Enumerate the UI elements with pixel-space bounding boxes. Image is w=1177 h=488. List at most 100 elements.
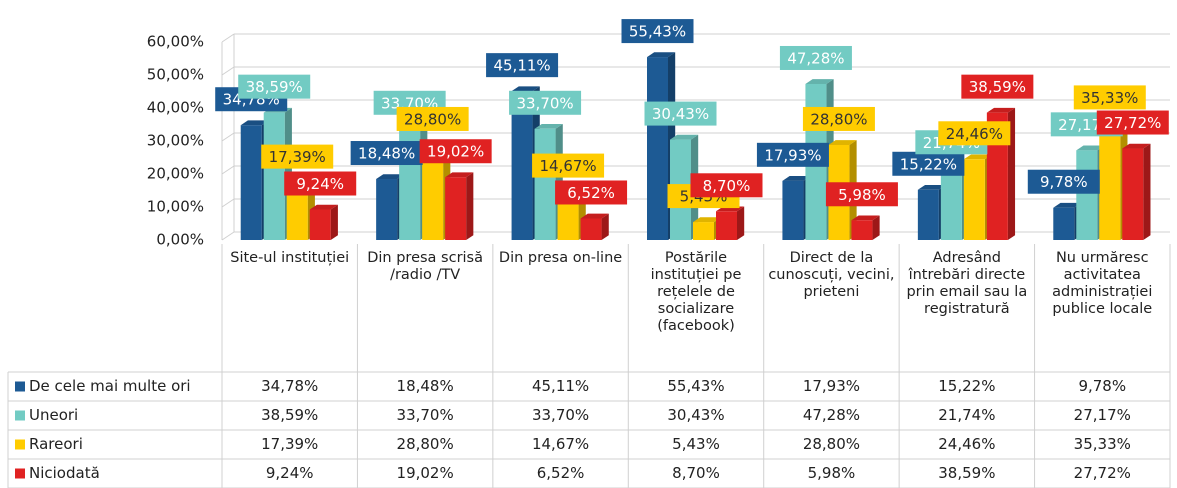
grid-line-side	[221, 33, 235, 43]
y-tick-label: 30,00%	[147, 132, 204, 150]
y-tick-label: 0,00%	[156, 231, 204, 249]
data-label: 27,72%	[1104, 114, 1161, 132]
data-label-box	[555, 180, 628, 205]
legend-label: De cele mai multe ori	[29, 377, 191, 395]
bar-front	[445, 177, 467, 240]
table-cell: 24,46%	[938, 435, 995, 453]
bar-top	[511, 86, 540, 92]
category-label-box: Adresând întrebări directe prin email sa…	[906, 250, 1027, 317]
table-cell: 33,70%	[397, 406, 454, 424]
data-label-box	[284, 171, 357, 196]
bar-front	[422, 144, 444, 240]
table-cell: 33,70%	[532, 406, 589, 424]
bar-front	[851, 220, 873, 240]
data-label-box	[938, 121, 1011, 146]
bar-top	[534, 123, 563, 129]
data-label: 8,70%	[703, 177, 751, 195]
y-tick-label: 60,00%	[147, 33, 204, 51]
bar-front	[963, 159, 985, 240]
y-tick-label: 40,00%	[147, 99, 204, 117]
data-label-box	[350, 141, 423, 166]
legend-label: Niciodată	[29, 464, 100, 482]
bar-top	[782, 176, 811, 181]
bar-top	[1053, 202, 1082, 208]
bar-top	[986, 107, 1016, 113]
category-label-box: Direct de la cunoscuți, vecini, prieteni	[768, 250, 895, 300]
category-label-box: Site-ul instituției	[230, 250, 350, 266]
bar-top	[963, 154, 993, 160]
category-label-box: Nu urmăresc activitatea administrației p…	[1052, 250, 1153, 317]
data-label-box	[779, 45, 852, 70]
legend-swatch	[15, 439, 25, 450]
bar-side	[1143, 143, 1151, 240]
legend-label: Rareori	[29, 435, 83, 453]
data-label: 17,93%	[764, 146, 821, 164]
data-label: 28,80%	[810, 110, 867, 128]
data-label-box	[756, 142, 829, 167]
bar-side	[737, 206, 745, 240]
table-cell: 21,74%	[938, 406, 995, 424]
data-label: 47,28%	[787, 49, 844, 67]
data-label: 24,46%	[946, 125, 1003, 143]
category-label-box: Din presa scrisă /radio /TV	[367, 250, 483, 283]
bar-top	[851, 215, 880, 221]
table-cell: 19,02%	[397, 464, 454, 482]
bar	[1122, 143, 1151, 240]
bar-top	[828, 140, 857, 145]
legend-swatch	[15, 410, 25, 421]
table-cell: 9,24%	[266, 464, 314, 482]
y-tick-label: 50,00%	[147, 66, 204, 84]
bar-top	[1122, 143, 1151, 149]
category-label-box: Postările instituției pe rețelele de soc…	[651, 250, 742, 334]
bar	[309, 204, 338, 240]
bar-side	[330, 204, 338, 240]
x-tick-label: Nu urmăresc activitatea administrației p…	[1052, 250, 1153, 317]
grid-line-side	[221, 198, 235, 208]
bar-front	[1053, 207, 1075, 240]
legend-swatch	[15, 468, 25, 479]
data-label: 19,02%	[427, 143, 484, 161]
table-cell: 28,80%	[803, 435, 860, 453]
data-label-box	[509, 90, 582, 115]
table-cell: 35,33%	[1074, 435, 1131, 453]
data-label-box	[261, 144, 334, 169]
table-cell: 17,39%	[261, 435, 318, 453]
data-label-box	[961, 74, 1034, 99]
data-label: 38,59%	[969, 78, 1026, 96]
bar	[851, 215, 880, 240]
y-tick-label: 20,00%	[147, 165, 204, 183]
data-label-box	[1096, 110, 1169, 135]
table-cell: 55,43%	[667, 377, 724, 395]
bar-front	[286, 182, 308, 240]
bar-front	[647, 57, 668, 241]
table-cell: 27,17%	[1074, 406, 1131, 424]
bar-top	[1076, 145, 1105, 151]
bar-front	[376, 179, 398, 240]
bar-top	[580, 213, 609, 219]
data-label-box	[825, 182, 898, 207]
bar	[716, 206, 745, 240]
data-label: 17,39%	[269, 148, 326, 166]
data-label: 45,11%	[493, 57, 550, 75]
bar	[580, 213, 609, 240]
data-label-box	[532, 153, 605, 178]
y-tick-label: 10,00%	[147, 198, 204, 216]
data-label: 9,24%	[296, 175, 344, 193]
bar-side	[872, 215, 880, 240]
table-cell: 34,78%	[261, 377, 318, 395]
grid-line-side	[221, 165, 235, 175]
x-tick-label: Direct de la cunoscuți, vecini, prieteni	[768, 250, 895, 300]
data-label: 33,70%	[516, 94, 573, 112]
data-label-box	[238, 74, 311, 99]
x-tick-label: Site-ul instituției	[230, 250, 350, 266]
data-label: 38,59%	[246, 78, 303, 96]
bar-top	[670, 134, 699, 140]
data-label-box	[419, 139, 492, 164]
table-cell: 5,98%	[808, 464, 856, 482]
bar-front	[580, 218, 602, 240]
data-label-box	[486, 53, 559, 78]
table-cell: 38,59%	[938, 464, 995, 482]
table-cell: 38,59%	[261, 406, 318, 424]
table-cell: 9,78%	[1078, 377, 1126, 395]
